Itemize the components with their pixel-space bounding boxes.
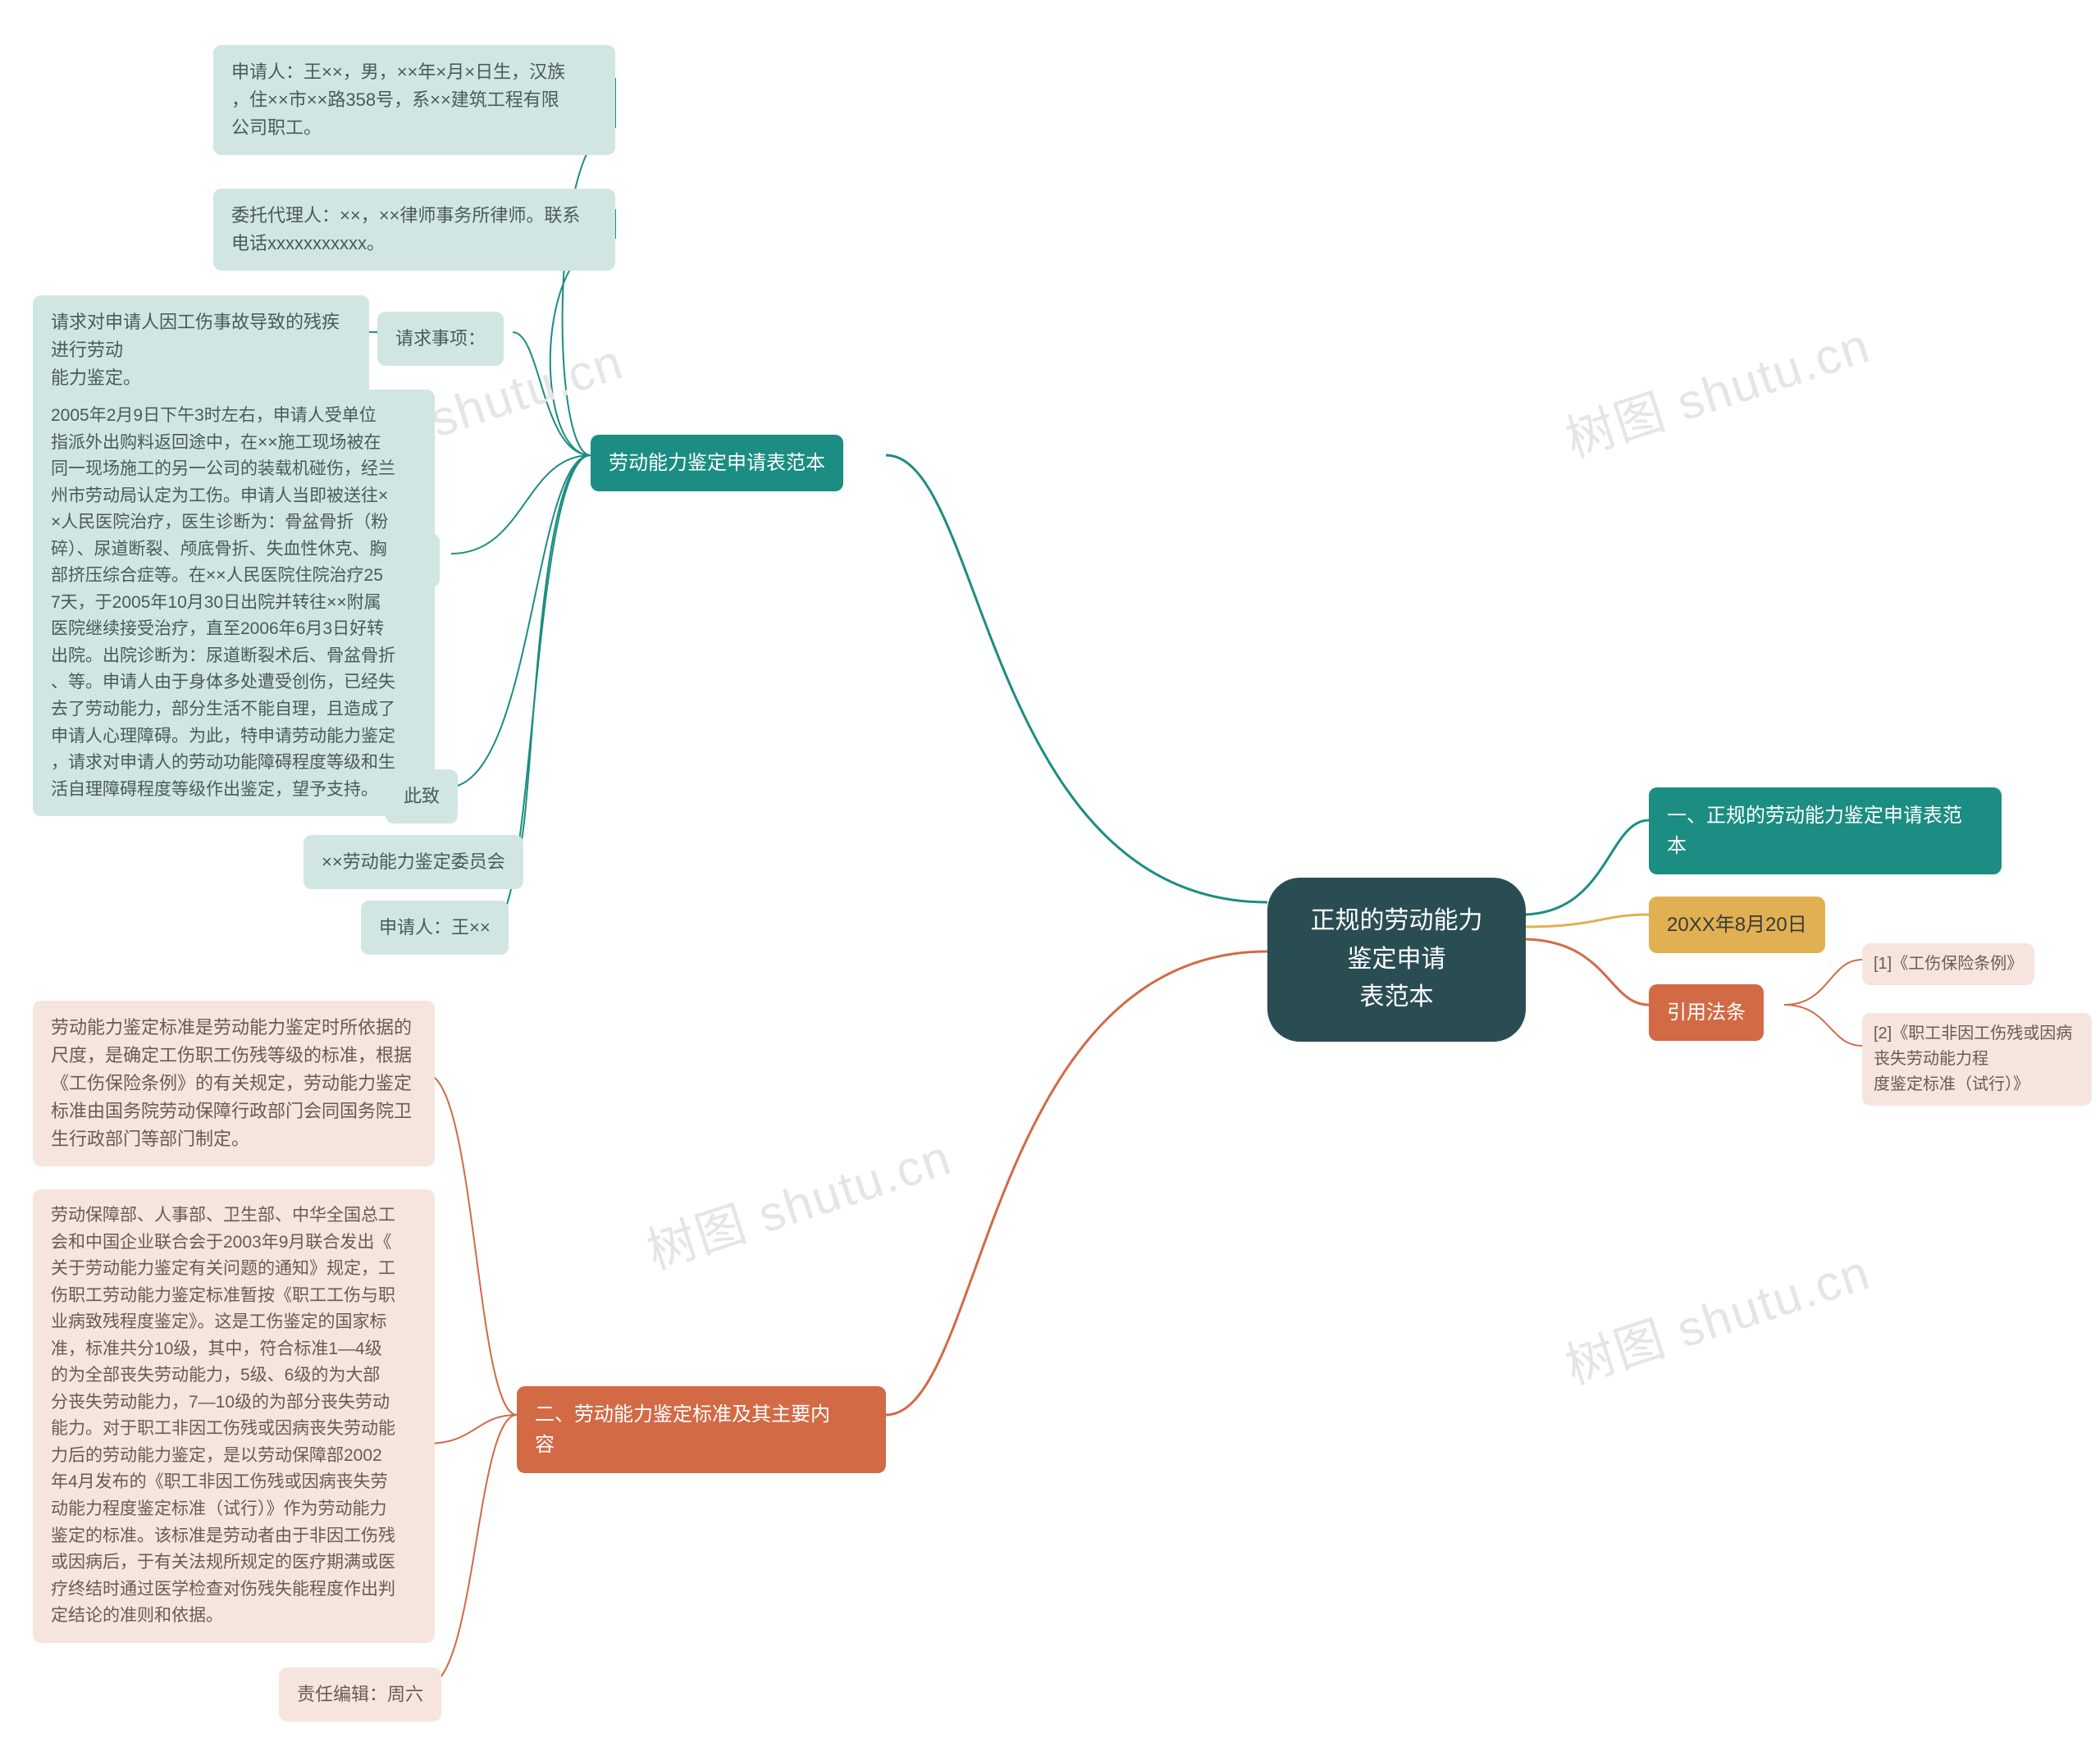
node-r2-text: 20XX年8月20日 [1667, 914, 1807, 936]
root-node[interactable]: 正规的劳动能力鉴定申请 表范本 [1267, 878, 1526, 1042]
root-text: 正规的劳动能力鉴定申请 表范本 [1311, 907, 1483, 1011]
watermark: 树图 shutu.cn [1555, 1233, 1879, 1399]
watermark: 树图 shutu.cn [637, 1118, 960, 1284]
node-l1g[interactable]: 申请人：王×× [361, 901, 509, 955]
node-r3a-text: [1]《工伤保险条例》 [1874, 955, 2023, 973]
node-l2b[interactable]: 劳动保障部、人事部、卫生部、中华全国总工 会和中国企业联合会于2003年9月联合… [33, 1189, 435, 1643]
node-l1c-text: 请求事项： [395, 328, 486, 349]
node-l1f[interactable]: ××劳动能力鉴定委员会 [304, 835, 523, 889]
node-l1c1-text: 请求对申请人因工伤事故导致的残疾进行劳动 能力鉴定。 [51, 312, 340, 388]
node-l1[interactable]: 劳动能力鉴定申请表范本 [591, 435, 843, 491]
node-l1a[interactable]: 申请人：王××，男，××年×月×日生，汉族 ，住××市××路358号，系××建筑… [213, 45, 615, 155]
node-l2[interactable]: 二、劳动能力鉴定标准及其主要内 容 [517, 1386, 886, 1473]
node-r1-text: 一、正规的劳动能力鉴定申请表范 本 [1667, 805, 1962, 857]
node-l2c[interactable]: 责任编辑：周六 [279, 1668, 441, 1722]
node-l1d1[interactable]: 2005年2月9日下午3时左右，申请人受单位 指派外出购料返回途中，在××施工现… [33, 390, 435, 816]
node-l1-text: 劳动能力鉴定申请表范本 [609, 452, 825, 474]
watermark: 树图 shutu.cn [1555, 306, 1879, 472]
node-l2-text: 二、劳动能力鉴定标准及其主要内 容 [535, 1403, 830, 1456]
node-l1b-text: 委托代理人：××，××律师事务所律师。联系 电话xxxxxxxxxxx。 [231, 205, 580, 253]
node-r1[interactable]: 一、正规的劳动能力鉴定申请表范 本 [1649, 787, 2002, 874]
node-r3b[interactable]: [2]《职工非因工伤残或因病丧失劳动能力程 度鉴定标准（试行）》 [1862, 1013, 2092, 1106]
node-l1c[interactable]: 请求事项： [377, 312, 504, 366]
node-l2c-text: 责任编辑：周六 [297, 1684, 423, 1704]
node-l2a[interactable]: 劳动能力鉴定标准是劳动能力鉴定时所依据的 尺度，是确定工伤职工伤残等级的标准，根… [33, 1001, 435, 1166]
node-r3-text: 引用法条 [1667, 1002, 1746, 1024]
node-r3[interactable]: 引用法条 [1649, 984, 1764, 1041]
node-l1b[interactable]: 委托代理人：××，××律师事务所律师。联系 电话xxxxxxxxxxx。 [213, 189, 615, 271]
node-r2[interactable]: 20XX年8月20日 [1649, 897, 1825, 953]
node-l2b-text: 劳动保障部、人事部、卫生部、中华全国总工 会和中国企业联合会于2003年9月联合… [51, 1206, 395, 1625]
node-l1f-text: ××劳动能力鉴定委员会 [322, 851, 505, 872]
node-l1g-text: 申请人：王×× [379, 917, 491, 938]
node-l1e-text: 此致 [404, 786, 440, 806]
node-l2a-text: 劳动能力鉴定标准是劳动能力鉴定时所依据的 尺度，是确定工伤职工伤残等级的标准，根… [51, 1017, 412, 1149]
node-l1e[interactable]: 此致 [386, 769, 458, 824]
node-l1d1-text: 2005年2月9日下午3时左右，申请人受单位 指派外出购料返回途中，在××施工现… [51, 406, 395, 799]
node-r3a[interactable]: [1]《工伤保险条例》 [1862, 943, 2034, 985]
node-r3b-text: [2]《职工非因工伤残或因病丧失劳动能力程 度鉴定标准（试行）》 [1874, 1024, 2072, 1093]
node-l1a-text: 申请人：王××，男，××年×月×日生，汉族 ，住××市××路358号，系××建筑… [231, 62, 565, 138]
